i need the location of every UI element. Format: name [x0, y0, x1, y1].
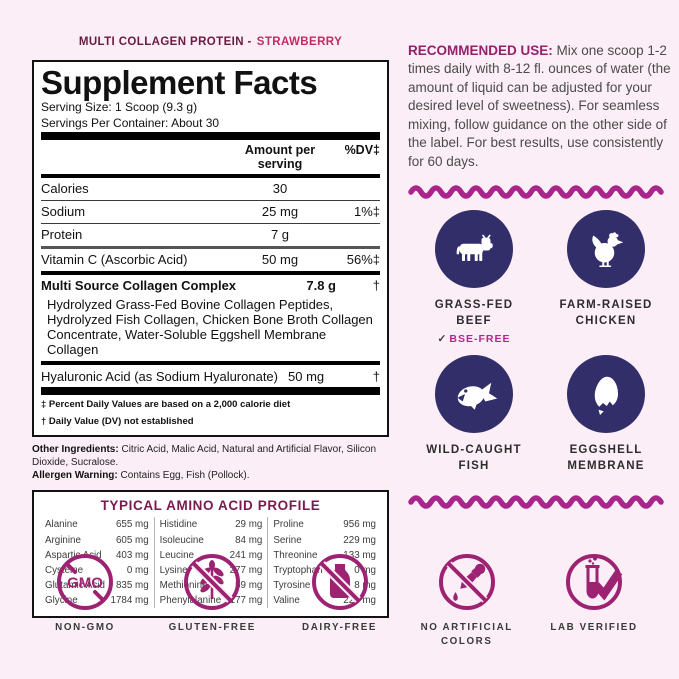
- facts-row-sodium: Sodium 25 mg 1%‡: [41, 204, 380, 220]
- amount-column-header: Amount per serving: [244, 142, 316, 171]
- amino-acid-profile-title: TYPICAL AMINO ACID PROFILE: [100, 498, 321, 514]
- recommended-use-label: RECOMMENDED USE:: [408, 43, 553, 58]
- fish-icon: [457, 382, 498, 410]
- supplement-facts-panel: Supplement Facts Serving Size: 1 Scoop (…: [32, 60, 389, 437]
- divider: [41, 245, 380, 249]
- amino-row: Proline 956 mg: [273, 519, 376, 531]
- amino-row: Cysteine 0 mg: [45, 564, 149, 576]
- facts-row-hyaluronic-acid: Hyaluronic Acid (as Sodium Hyaluronate) …: [41, 368, 380, 384]
- amino-column-2: Histidine 29 mg Isoleucine 84 mg Leucine 24…: [153, 517, 268, 609]
- check-icon: ✓: [437, 332, 448, 345]
- no-artificial-colors-icon: [438, 554, 495, 610]
- amino-row: Leucine 241 mg: [159, 549, 263, 561]
- dairy-free-badge: DAIRY-FREE: [277, 551, 403, 649]
- recommended-use: RECOMMENDED USE: Mix one scoop 1-2 times…: [408, 42, 672, 171]
- lab-verified-badge: LAB VERIFIED: [531, 551, 657, 649]
- svg-text:GMO: GMO: [67, 575, 103, 592]
- label-left-column: MULTI COLLAGEN PROTEIN - STRAWBERRY Suppl…: [32, 36, 389, 619]
- chicken-icon: [592, 232, 624, 268]
- wavy-divider: [408, 495, 664, 509]
- lab-verified-icon: [566, 554, 623, 610]
- divider: [41, 222, 380, 224]
- facts-row-calories: Calories 30: [41, 181, 288, 197]
- product-title-main: MULTI COLLAGEN PROTEIN -: [78, 36, 252, 48]
- dairy-free-icon: [311, 554, 368, 610]
- amino-row: Isoleucine 84 mg: [159, 534, 263, 546]
- allergen-warning-label: Allergen Warning:: [32, 470, 118, 482]
- facts-row-protein: Protein 7 g: [41, 227, 290, 243]
- amino-row: Arginine 605 mg: [45, 534, 149, 546]
- bse-free-note: ✓ BSE-FREE: [437, 332, 511, 345]
- servings-per-container: Servings Per Container: About 30: [41, 116, 220, 131]
- wavy-divider: [408, 185, 664, 200]
- eggshell-membrane-badge: EGGSHELL MEMBRANE: [567, 354, 645, 474]
- dagger-footnote: † Daily Value (DV) not established: [41, 416, 194, 428]
- no-artificial-colors-badge: NO ARTIFICIAL COLORS: [404, 551, 530, 649]
- facts-row-vitamin-c: Vitamin C (Ascorbic Acid) 50 mg 56%‡: [41, 252, 380, 268]
- amino-row: Alanine 655 mg: [45, 519, 149, 531]
- gluten-free-badge: GLUTEN-FREE: [149, 551, 275, 649]
- thick-divider: [41, 387, 380, 396]
- grass-fed-beef-badge: GRASS-FED BEEF ✓ BSE-FREE: [435, 210, 514, 345]
- recommended-use-text: Mix one scoop 1-2 times daily with 8-12 …: [408, 43, 671, 169]
- thick-divider: [41, 131, 380, 140]
- amino-row: Serine 229 mg: [273, 534, 376, 546]
- label-right-column: RECOMMENDED USE: Mix one scoop 1-2 times…: [408, 42, 672, 520]
- divider: [41, 173, 380, 178]
- ingredient-source-badges: GRASS-FED BEEF ✓ BSE-FREE: [408, 210, 672, 473]
- cow-icon: [456, 235, 493, 262]
- amino-row: Phenylalanine 177 mg: [159, 595, 263, 607]
- amino-row: Tryptophan 0 mg: [273, 564, 376, 576]
- amino-row: Histidine 29 mg: [159, 519, 263, 531]
- gluten-free-icon: [184, 554, 241, 610]
- wild-caught-fish-badge: WILD-CAUGHT FISH: [426, 354, 522, 474]
- amino-row: Threonine 133 mg: [273, 549, 376, 561]
- amino-row: Aspartic Acid 403 mg: [45, 549, 149, 561]
- farm-raised-chicken-badge: FARM-RAISED CHICKEN: [559, 210, 652, 344]
- amino-row: Lysine 277 mg: [159, 564, 263, 576]
- other-ingredients: Other Ingredients: Citric Acid, Malic Ac…: [32, 443, 377, 482]
- amino-column-1: Alanine 655 mg Arginine 605 mg Aspartic Ac…: [40, 517, 154, 608]
- amino-row: Glycine 1784 mg: [45, 595, 149, 607]
- allergen-warning: Contains Egg, Fish (Pollock).: [120, 470, 250, 482]
- divider: [41, 270, 380, 275]
- dv-footnote: ‡ Percent Daily Values are based on a 2,…: [41, 399, 291, 411]
- collagen-complex-description: Hydrolyzed Grass-Fed Bovine Collagen Pep…: [47, 296, 373, 358]
- product-title: MULTI COLLAGEN PROTEIN - STRAWBERRY: [32, 36, 389, 48]
- divider: [41, 199, 380, 201]
- dv-column-header: %DV‡: [344, 142, 380, 157]
- facts-row-collagen-complex: Multi Source Collagen Complex 7.8 g †: [41, 278, 380, 294]
- product-title-flavor: STRAWBERRY: [256, 36, 343, 48]
- facts-header-row: Amount per serving %DV‡: [41, 140, 380, 174]
- non-gmo-badge: GMO NON-GMO: [22, 551, 148, 649]
- amino-row: Glutamic Acid 835 mg: [45, 580, 149, 592]
- certification-badges-row: GMO NON-GMO GLUTEN-FREE: [22, 551, 657, 649]
- eggshell-icon: [594, 376, 618, 415]
- other-ingredients-label: Other Ingredients:: [32, 443, 119, 455]
- amino-acid-profile-panel: TYPICAL AMINO ACID PROFILE Alanine 655 mg…: [32, 490, 389, 619]
- serving-size: Serving Size: 1 Scoop (9.3 g): [41, 100, 198, 115]
- non-gmo-icon: GMO: [57, 554, 113, 610]
- divider: [41, 361, 380, 366]
- amino-row: Methionine 59 mg: [159, 580, 263, 592]
- supplement-facts-title: Supplement Facts: [41, 64, 318, 101]
